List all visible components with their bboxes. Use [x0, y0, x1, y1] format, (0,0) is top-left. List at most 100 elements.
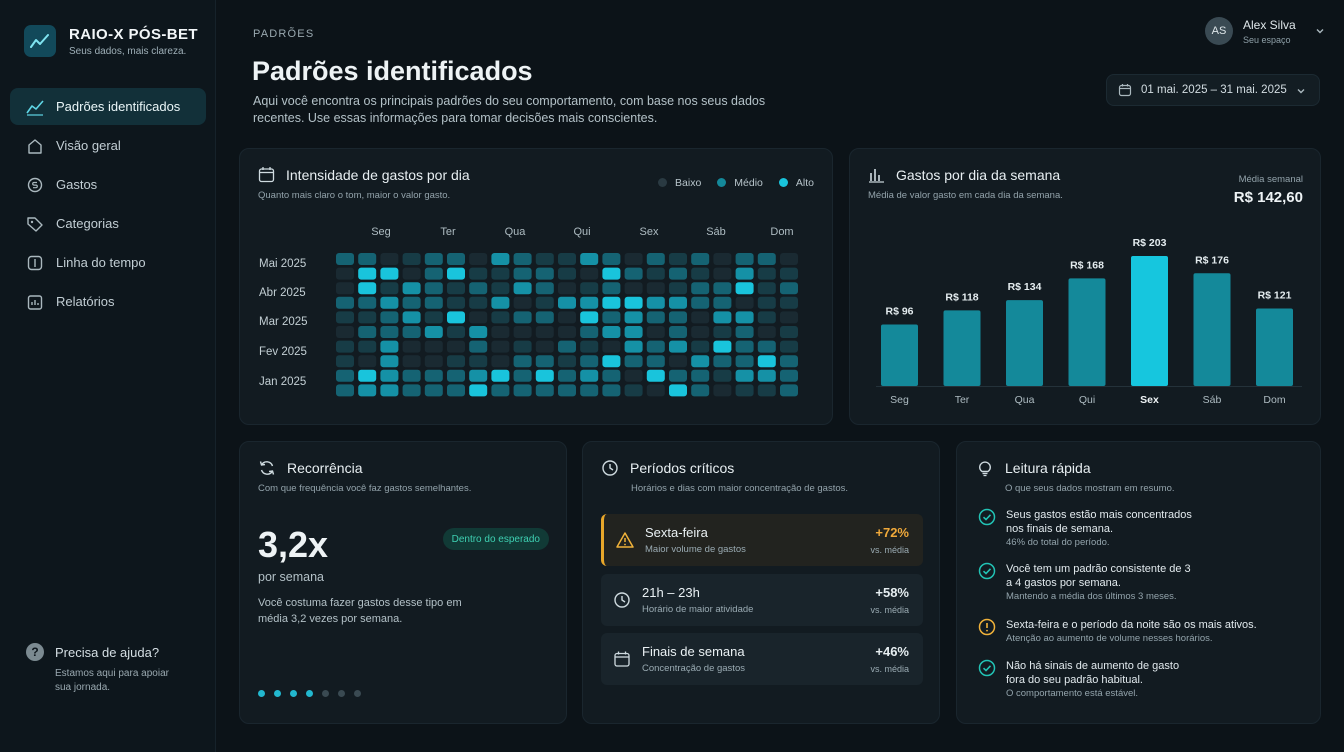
brand[interactable]: RAIO-X PÓS-BET Seus dados, mais clareza.	[24, 25, 198, 57]
heatmap-cell	[580, 369, 599, 382]
sidebar-item-visao-geral[interactable]: Visão geral	[10, 127, 206, 164]
heatmap-month-label: Fev 2025	[259, 346, 307, 358]
dot[interactable]	[306, 690, 313, 697]
heatmap-cell	[402, 340, 421, 353]
heatmap-cell	[624, 340, 643, 353]
heatmap-cell	[691, 296, 710, 309]
heatmap-cell	[380, 267, 399, 280]
sidebar-nav: Padrões identificados Visão geral Gastos…	[10, 88, 206, 322]
period-item-sexta[interactable]: Sexta-feira Maior volume de gastos +72% …	[601, 514, 923, 566]
periods-title: Períodos críticos	[630, 460, 735, 476]
dot[interactable]	[354, 690, 361, 697]
heatmap-cell	[535, 326, 554, 338]
dot[interactable]	[322, 690, 329, 697]
heatmap-cell	[624, 282, 643, 295]
heatmap-cell	[669, 355, 687, 368]
bar[interactable]	[1256, 308, 1293, 386]
status-badge: Dentro do esperado	[442, 528, 549, 550]
refresh-icon	[259, 461, 275, 475]
recurrence-title: Recorrência	[287, 460, 363, 476]
help-subtitle: Estamos aqui para apoiar sua jornada.	[55, 668, 169, 693]
heatmap-cell	[580, 267, 599, 280]
heatmap-day-label: Ter	[440, 226, 456, 238]
dot[interactable]	[274, 690, 281, 697]
heatmap-cell	[447, 340, 465, 353]
heatmap-cell	[535, 267, 554, 280]
heatmap-cell	[469, 384, 488, 397]
bar[interactable]	[1193, 273, 1231, 386]
heatmap-cell	[513, 340, 532, 353]
heatmap-cell	[424, 384, 443, 397]
heatmap-cell	[447, 282, 465, 295]
tag-icon	[27, 216, 43, 232]
heatmap-cell	[669, 253, 687, 265]
warning-icon	[616, 532, 634, 548]
period-item-horario[interactable]: 21h – 23h Horário de maior atividade +58…	[601, 574, 923, 626]
heatmap-day-label: Sex	[640, 226, 659, 238]
legend-alto: Alto	[778, 177, 814, 189]
heatmap-cell	[469, 340, 488, 353]
dot[interactable]	[290, 690, 297, 697]
bar[interactable]	[1131, 256, 1168, 386]
dot[interactable]	[258, 690, 265, 697]
heatmap-cell	[358, 340, 377, 353]
heatmap-cell	[380, 326, 399, 338]
heatmap-cell	[402, 355, 421, 368]
heatmap-cell	[447, 384, 465, 397]
heatmap-day-label: Qua	[505, 226, 527, 238]
bar[interactable]	[943, 310, 981, 386]
heatmap-cell	[646, 267, 665, 280]
brand-subtitle: Seus dados, mais clareza.	[69, 45, 187, 57]
heatmap-cell	[624, 369, 643, 382]
heatmap-cell	[336, 311, 354, 324]
date-range-picker[interactable]: 01 mai. 2025 – 31 mai. 2025	[1106, 74, 1320, 106]
dot[interactable]	[338, 690, 345, 697]
heatmap-cell	[646, 340, 665, 353]
sidebar-item-categorias[interactable]: Categorias	[10, 205, 206, 242]
heatmap-cell	[424, 282, 443, 295]
heatmap-cell	[513, 326, 532, 338]
heatmap-cell	[513, 355, 532, 368]
heatmap-cell	[624, 384, 643, 397]
heatmap-cell	[336, 355, 354, 368]
bar[interactable]	[1068, 278, 1106, 386]
heatmap-cell	[424, 267, 443, 280]
heatmap-cell	[780, 369, 798, 382]
heatmap-cell	[580, 384, 599, 397]
quick-read-subtitle: O que seus dados mostram em resumo.	[1005, 483, 1175, 494]
periods-title-row: Períodos críticos	[601, 459, 734, 477]
date-range-label: 01 mai. 2025 – 31 mai. 2025	[1141, 84, 1287, 96]
heatmap-cell	[558, 355, 576, 368]
bar[interactable]	[1006, 300, 1043, 386]
help-box[interactable]: ? Precisa de ajuda? Estamos aqui para ap…	[26, 643, 201, 695]
heatmap-cell	[558, 369, 576, 382]
period-item-finais-de-semana[interactable]: Finais de semana Concentração de gastos …	[601, 633, 923, 685]
sidebar-item-padroes[interactable]: Padrões identificados	[10, 88, 206, 125]
user-menu[interactable]: AS Alex Silva Seu espaço	[1205, 17, 1326, 45]
heatmap-cell	[713, 340, 732, 353]
heatmap-cell	[735, 340, 754, 353]
heatmap-cell	[358, 267, 377, 280]
heatmap-month-label: Jan 2025	[259, 376, 306, 388]
heatmap-cell	[580, 253, 599, 265]
heatmap-cell	[780, 340, 798, 353]
heatmap-cell	[580, 326, 599, 338]
bar-chart-icon	[869, 169, 884, 183]
bar-value-label: R$ 203	[1133, 237, 1167, 249]
heatmap-day-label: Dom	[770, 226, 793, 238]
bar[interactable]	[881, 324, 918, 386]
sidebar-item-linha-do-tempo[interactable]: Linha do tempo	[10, 244, 206, 281]
bar-value-label: R$ 121	[1258, 290, 1292, 302]
heatmap-cell	[580, 355, 599, 368]
heatmap-cell	[513, 282, 532, 295]
heatmap-cell	[602, 369, 621, 382]
sidebar-item-gastos[interactable]: Gastos	[10, 166, 206, 203]
heatmap-cell	[624, 326, 643, 338]
heatmap-cell	[580, 296, 599, 309]
heatmap-cell	[513, 267, 532, 280]
heatmap-cell	[336, 296, 354, 309]
pagination-dots[interactable]	[258, 690, 361, 697]
heatmap-cell	[691, 369, 710, 382]
sidebar-item-relatorios[interactable]: Relatórios	[10, 283, 206, 320]
chevron-down-icon	[1297, 89, 1305, 94]
